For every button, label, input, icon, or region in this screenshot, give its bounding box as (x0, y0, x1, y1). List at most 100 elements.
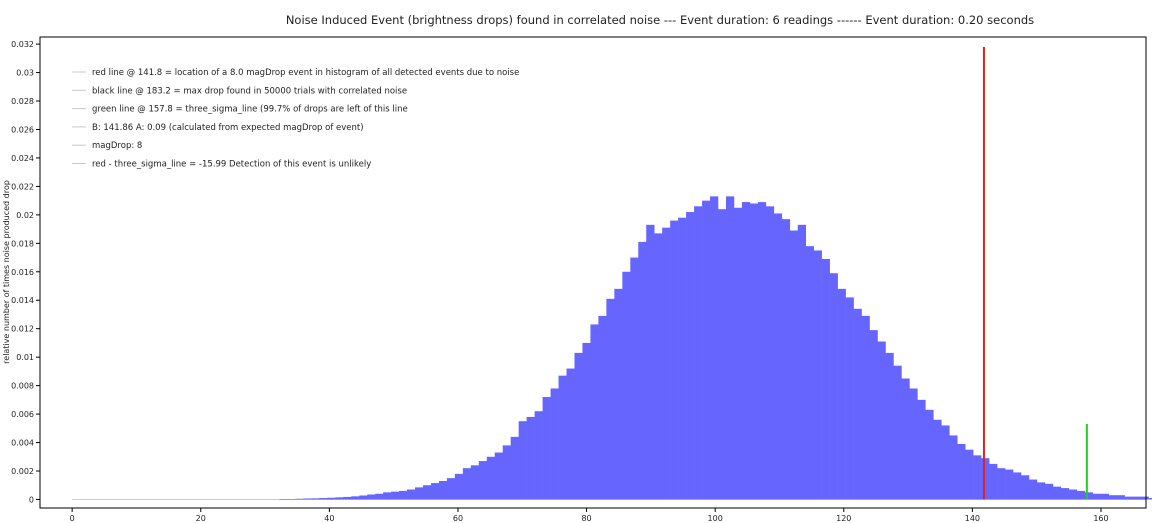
histogram-bar (1028, 479, 1038, 500)
histogram-bar (773, 213, 783, 500)
histogram-bar (837, 288, 846, 500)
histogram-bar (391, 491, 400, 500)
y-tick-label: 0.002 (11, 467, 34, 476)
histogram-bar (622, 271, 631, 500)
histogram-bar (989, 463, 998, 500)
histogram-bar (845, 297, 854, 500)
histogram-bar (502, 445, 511, 500)
histogram-bar (1100, 493, 1110, 500)
plot-frame (39, 36, 1147, 509)
y-tick-label: 0.026 (11, 125, 34, 134)
x-tick-label: 140 (965, 514, 980, 523)
histogram-bar (805, 246, 814, 500)
histogram-bar (327, 497, 336, 500)
histogram-bar (1052, 486, 1062, 500)
histogram-bar (454, 473, 464, 500)
histogram-bar (949, 435, 958, 500)
x-axis: 0 20 40 60 80 100 120 140 160 (70, 508, 1109, 523)
histogram-bar (1084, 492, 1094, 500)
legend-entry: red - three_sigma_line = -15.99 Detectio… (92, 160, 371, 170)
histogram-bar (1036, 482, 1046, 500)
histogram-bar (1124, 496, 1133, 500)
histogram-bar (550, 388, 559, 500)
histogram-bar (965, 449, 974, 500)
histogram-bar (582, 342, 591, 500)
y-tick-label: 0.032 (11, 40, 34, 49)
legend-entry: black line @ 183.2 = max drop found in 5… (92, 86, 407, 96)
histogram-bar (654, 233, 663, 500)
histogram-bar (1060, 488, 1070, 500)
legend-entry: red line @ 141.8 = location of a 8.0 mag… (92, 68, 519, 78)
histogram-bar (606, 298, 615, 500)
x-tick-label: 120 (836, 514, 851, 523)
histogram-bar (1076, 490, 1086, 500)
histogram-bar (558, 375, 567, 500)
histogram-bar (486, 456, 496, 500)
histogram-bar (462, 468, 472, 500)
histogram-bar (933, 419, 942, 500)
histogram-bar (957, 443, 966, 500)
histogram-bar (430, 483, 440, 500)
histogram-bar (343, 496, 352, 500)
histogram-bar (630, 257, 639, 500)
histogram-bar (1148, 498, 1152, 500)
histogram-bar (279, 499, 288, 500)
histogram-bar (542, 397, 551, 500)
histogram-bar (534, 411, 543, 500)
histogram-bar (781, 219, 791, 500)
x-tick-label: 100 (708, 514, 723, 523)
histogram-bar (917, 399, 926, 500)
histogram-bar (399, 490, 408, 500)
histogram-bars (72, 196, 1152, 500)
histogram-bar (694, 206, 703, 500)
x-tick-label: 40 (324, 514, 334, 523)
y-axis-label: relative number of times noise produced … (2, 180, 11, 364)
histogram-bar (821, 258, 830, 500)
histogram-bar (359, 495, 368, 500)
histogram-bar (885, 352, 894, 500)
histogram-bar (813, 250, 822, 500)
histogram-bar (407, 489, 416, 500)
y-tick-label: 0.012 (11, 325, 34, 334)
histogram-bar (869, 330, 878, 500)
histogram-bar (614, 288, 623, 500)
x-tick-label: 60 (453, 514, 463, 523)
histogram-bar (351, 496, 360, 500)
histogram-bar (1108, 495, 1117, 500)
histogram-bar (319, 498, 328, 500)
marker-lines (982, 46, 1088, 500)
histogram-bar (901, 378, 910, 500)
histogram-bar (765, 206, 775, 500)
histogram-bar (598, 315, 607, 500)
histogram-bar (678, 217, 687, 500)
histogram-bar (829, 273, 838, 500)
histogram-bar (478, 461, 488, 500)
histogram-bar (1013, 472, 1022, 500)
histogram-bar (702, 200, 711, 500)
histogram-bar (1005, 469, 1014, 500)
y-tick-label: 0.008 (11, 382, 34, 391)
histogram-bar (893, 365, 902, 500)
histogram-bar (1140, 496, 1149, 500)
legend-entry: green line @ 157.8 = three_sigma_line (9… (92, 105, 408, 115)
histogram-bar (981, 458, 990, 500)
histogram-bar (853, 308, 862, 500)
histogram-bar (718, 209, 727, 500)
histogram-bar (797, 224, 807, 500)
y-tick-label: 0.01 (16, 353, 34, 362)
histogram-bar (303, 498, 312, 500)
histogram-bar (1020, 475, 1030, 500)
x-tick-label: 80 (581, 514, 591, 523)
histogram-bar (670, 220, 679, 500)
histogram-bar (287, 499, 296, 500)
legend: red line @ 141.8 = location of a 8.0 mag… (72, 68, 519, 170)
histogram-bar (741, 202, 751, 500)
histogram-bar (335, 497, 344, 500)
histogram-bar (710, 196, 719, 500)
histogram-bar (941, 425, 950, 500)
y-tick-label: 0.014 (11, 296, 34, 305)
histogram-bar (566, 368, 575, 500)
histogram-bar (415, 487, 424, 500)
y-tick-label: 0.028 (11, 97, 34, 106)
